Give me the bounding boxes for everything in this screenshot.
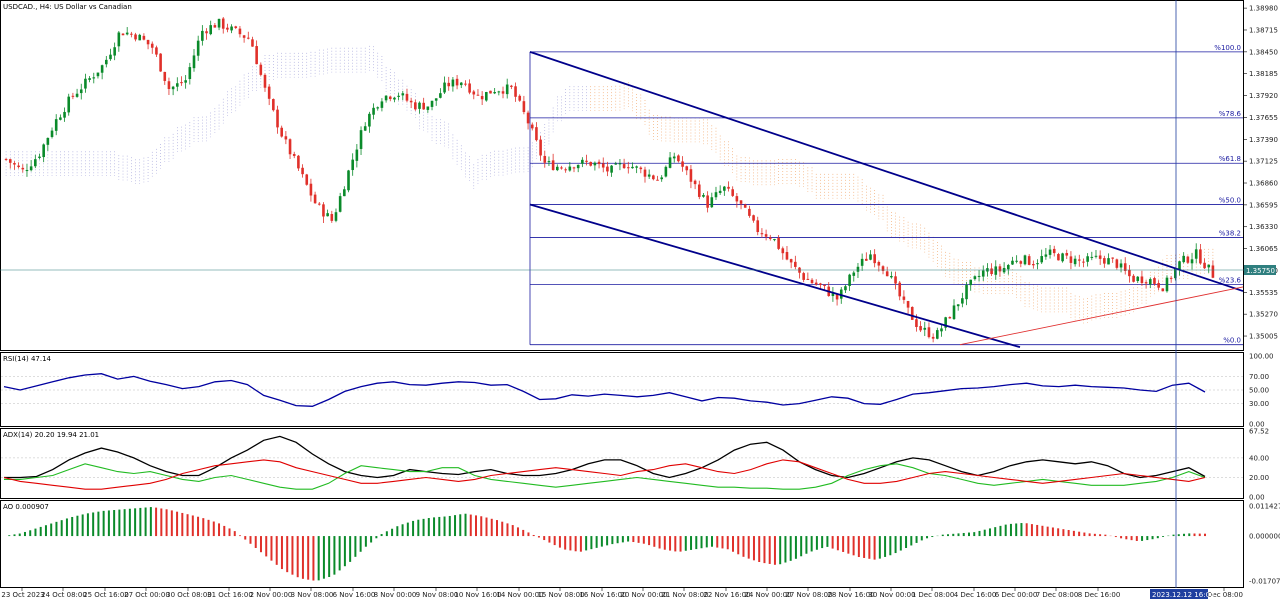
svg-text:2023.12.12 16:00: 2023.12.12 16:00 [1152, 591, 1214, 599]
price-axis-label: 1.37920 [1249, 92, 1278, 100]
time-axis-label: 6 Dec 00:00 [995, 591, 1038, 599]
time-axis-label: 30 Nov 00:00 [868, 591, 915, 599]
time-axis-label: 31 Oct 16:00 [207, 591, 253, 599]
time-axis-label: 27 Nov 08:00 [785, 591, 832, 599]
time-axis-label: 24 Nov 00:00 [744, 591, 791, 599]
time-axis-label: 8 Dec 16:00 [1078, 591, 1121, 599]
time-axis-label: 15 Nov 08:00 [537, 591, 584, 599]
pane-frames [0, 0, 1244, 588]
time-axis-label: 1 Dec 08:00 [912, 591, 955, 599]
indicator-axis-label: 20.00 [1249, 474, 1269, 482]
crosshair-time-tag: 2023.12.12 16:00 [1150, 589, 1214, 599]
indicator-axis-label: 40.00 [1249, 454, 1269, 462]
rsi-header: RSI(14) 47.14 [3, 355, 52, 363]
time-axis-label: 24 Oct 08:00 [41, 591, 87, 599]
fibo-level-label: %100.0 [1214, 44, 1241, 52]
time-axis-label: 23 Oct 2023 [1, 591, 44, 599]
price-axis-label: 1.37655 [1249, 114, 1278, 122]
price-axis-label: 1.35535 [1249, 289, 1278, 297]
time-axis-label: Dec 08:00 [1207, 591, 1243, 599]
price-axis-label: 1.36330 [1249, 223, 1278, 231]
time-axis-label: 8 Nov 00:00 [374, 591, 417, 599]
svg-text:1.35750: 1.35750 [1246, 267, 1275, 275]
fibo-level-label: %23.6 [1219, 276, 1242, 284]
time-axis-label: 16 Nov 16:00 [579, 591, 626, 599]
indicator-axis-label: 70.00 [1249, 373, 1269, 381]
time-axis-label: 9 Nov 08:00 [416, 591, 459, 599]
time-axis-label: 4 Dec 16:00 [954, 591, 997, 599]
price-axis-label: 1.36065 [1249, 245, 1278, 253]
fibo-level-label: %50.0 [1219, 196, 1241, 204]
time-axis-label: 30 Oct 08:00 [166, 591, 212, 599]
channel-trendlines[interactable] [529, 50, 1244, 349]
fibo-level-label: %61.8 [1219, 155, 1241, 163]
price-axis-label: 1.38980 [1249, 5, 1278, 13]
chart-title: USDCAD., H4: US Dollar vs Canadian [3, 3, 132, 11]
fibo-level-label: %78.6 [1219, 110, 1242, 118]
current-price-tag: 1.35750 [0, 265, 1276, 275]
fibonacci-retracement[interactable]: %100.0 %78.6 %61.8 %50.0 %38.2 %23.6 %0.0 [529, 44, 1243, 346]
price-axis-label: 1.38450 [1249, 48, 1278, 56]
ao-header: AO 0.000907 [3, 503, 49, 511]
indicator-axis-label: 0.00 [1249, 421, 1265, 429]
price-axis-label: 1.37125 [1249, 158, 1278, 166]
time-axis-label: 25 Oct 16:00 [83, 591, 129, 599]
time-axis-label: 7 Dec 08:00 [1036, 591, 1079, 599]
indicator-axis-label: 0.00 [1249, 494, 1265, 502]
ao-pane: 0.011427 0.000000 -0.017076 [8, 502, 1280, 586]
indicator-axis-label: 50.00 [1249, 387, 1269, 395]
time-axis-label: 6 Nov 16:00 [333, 591, 376, 599]
fibo-level-label: %0.0 [1223, 337, 1241, 345]
support-line[interactable] [959, 286, 1244, 346]
time-axis-label: 28 Nov 16:00 [827, 591, 874, 599]
indicator-axis-label: 0.011427 [1249, 502, 1280, 510]
channel-lower-line[interactable] [529, 203, 1021, 349]
indicator-axis-label: 30.00 [1249, 400, 1269, 408]
rsi-pane: 100.00 70.00 50.00 30.00 0.00 [1, 353, 1274, 429]
indicator-axis-label: -0.017076 [1249, 578, 1280, 586]
price-axis-label: 1.38185 [1249, 70, 1278, 78]
price-axis-label: 1.36860 [1249, 180, 1278, 188]
indicator-axis-label: 100.00 [1249, 353, 1274, 361]
time-axis-label: 27 Oct 00:00 [124, 591, 170, 599]
price-axis-label: 1.36595 [1249, 201, 1278, 209]
indicator-axis-label: 67.52 [1249, 428, 1269, 436]
price-axis-label: 1.35270 [1249, 311, 1278, 319]
adx-pane: 67.52 40.00 20.00 0.00 [1, 428, 1269, 502]
candlesticks [4, 16, 1215, 343]
price-axis-label: 1.38715 [1249, 26, 1278, 34]
time-axis-label: 22 Nov 16:00 [703, 591, 750, 599]
indicator-axis-label: 0.000000 [1249, 533, 1280, 541]
adx-header: ADX(14) 20.20 19.94 21.01 [3, 431, 99, 439]
time-axis-label: 10 Nov 16:00 [454, 591, 501, 599]
fibo-level-label: %38.2 [1219, 229, 1241, 237]
price-axis-label: 1.37390 [1249, 136, 1278, 144]
ichimoku-cloud [5, 45, 1214, 324]
time-axis-label: 2 Nov 00:00 [250, 591, 293, 599]
time-axis-label: 21 Nov 08:00 [661, 591, 708, 599]
time-axis-label: 20 Nov 00:00 [620, 591, 667, 599]
channel-upper-line[interactable] [529, 50, 1244, 292]
price-axis-label: 1.35005 [1249, 333, 1278, 341]
price-axis: 1.38980 1.38715 1.38450 1.38185 1.37920 1.376… [1243, 5, 1278, 341]
time-axis-label: 3 Nov 08:00 [291, 591, 334, 599]
time-axis-label: 14 Nov 00:00 [496, 591, 543, 599]
